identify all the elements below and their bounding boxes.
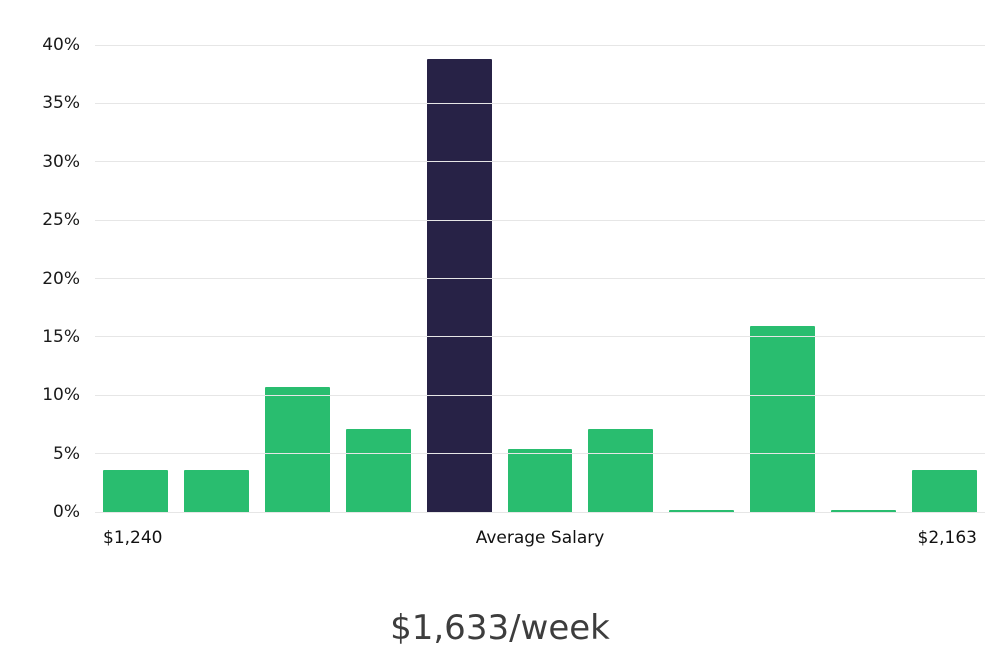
y-tick-label: 25% xyxy=(42,210,80,231)
y-tick-label: 40% xyxy=(42,35,80,55)
y-tick-label: 15% xyxy=(42,326,80,347)
y-tick-label: 10% xyxy=(42,385,80,406)
y-tick-label: 5% xyxy=(53,443,80,464)
bar xyxy=(507,448,573,512)
plot-area xyxy=(95,44,985,513)
gridline xyxy=(95,336,985,338)
y-tick-label: 20% xyxy=(42,268,80,289)
bar xyxy=(183,469,249,512)
bar xyxy=(669,509,735,512)
bars xyxy=(95,45,985,512)
x-axis: $1,240 Average Salary $2,163 xyxy=(95,528,985,554)
gridline xyxy=(95,161,985,163)
bar xyxy=(750,326,816,512)
bar xyxy=(588,429,654,512)
x-axis-label-max: $2,163 xyxy=(917,528,977,548)
gridline xyxy=(95,219,985,221)
bar-average-salary xyxy=(426,59,492,512)
gridline xyxy=(95,44,985,46)
y-tick-label: 35% xyxy=(42,93,80,114)
y-axis: 0% 5% 10% 15% 20% 25% 30% 35% 40% xyxy=(0,35,88,522)
x-axis-label-average-salary: Average Salary xyxy=(475,528,605,548)
bar xyxy=(831,509,897,512)
bar xyxy=(102,469,168,512)
y-tick-label: 30% xyxy=(42,151,80,172)
gridline xyxy=(95,453,985,455)
bar xyxy=(912,469,977,512)
y-tick-label: 0% xyxy=(53,502,80,522)
average-salary-title: $1,633/week xyxy=(390,608,610,648)
gridline xyxy=(95,511,985,513)
bar xyxy=(345,429,411,512)
gridline xyxy=(95,102,985,104)
bar xyxy=(264,387,330,512)
gridline xyxy=(95,394,985,396)
x-axis-label-min: $1,240 xyxy=(103,528,163,548)
gridline xyxy=(95,278,985,279)
